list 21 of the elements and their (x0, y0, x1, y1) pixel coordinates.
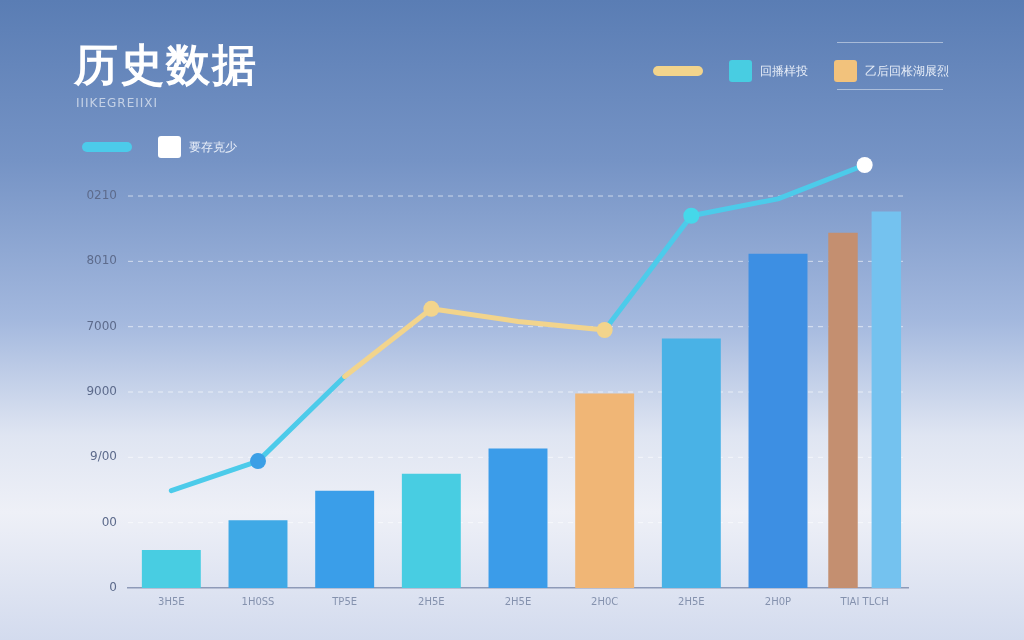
legend-label: 要存克少 (189, 138, 237, 156)
x-tick-label: 2H5E (678, 595, 705, 607)
text: 9/00 (90, 449, 117, 464)
legend-label: 回播样投 (760, 62, 808, 80)
text: 00 (101, 514, 117, 529)
x-tick-label: TP5E (331, 595, 358, 607)
legend-label: 乙后回枨湖展烈 (865, 62, 949, 80)
x-tick-label: 3H5E (158, 595, 185, 607)
x-tick-label: 2H0P (764, 595, 792, 607)
chart-subtitle: IIIKEGREIIXI (76, 96, 159, 110)
text: 7000 (86, 318, 117, 333)
text: 8010 (86, 253, 117, 268)
x-tick-label: TIAI TLCH (839, 595, 889, 607)
text: 0210 (86, 188, 117, 203)
x-tick-label: 1H0SS (241, 595, 275, 607)
chart-title: 历史数据 (74, 38, 258, 92)
x-tick-label: 2H5E (504, 595, 532, 607)
text: 9000 (86, 384, 117, 399)
text: 0 (109, 580, 117, 595)
x-tick-label: 2H0C (591, 595, 619, 607)
x-tick-label: 2H5E (418, 595, 445, 607)
